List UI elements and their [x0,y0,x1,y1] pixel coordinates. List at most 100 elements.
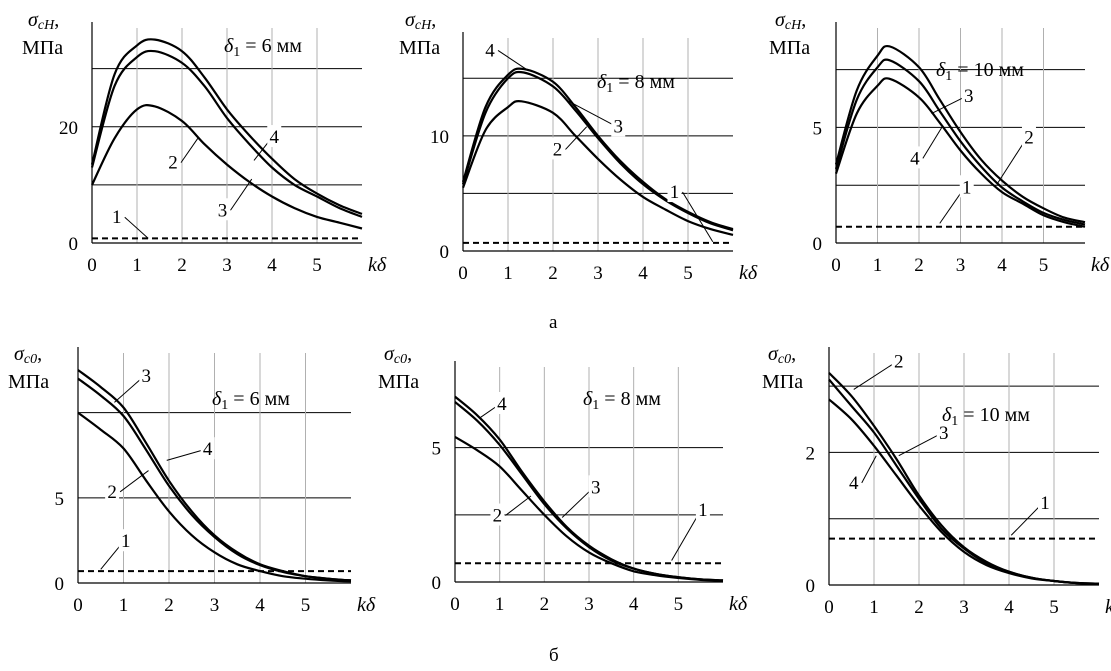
x-axis-label: kδ [739,262,758,284]
x-tick-label: 2 [914,597,924,618]
label-backing [118,529,133,552]
x-tick-label: 1 [119,595,129,616]
series-line-4 [77,377,352,582]
label-leader-line [861,455,877,484]
y-axis-label: σcH, [405,9,436,33]
delta-annotation: δ1 = 10 мм [942,404,1030,429]
label-leader-line [124,216,149,239]
label-backing [611,114,626,137]
series-line-3 [461,70,734,232]
y-tick-label: 5 [55,489,65,510]
y-axis-unit: МПа [8,371,49,393]
x-tick-label: 2 [914,255,924,276]
x-tick-label: 4 [629,594,639,615]
label-backing [936,421,951,444]
curve-label-2: 2 [894,352,904,373]
caption-bottom: б [549,645,559,666]
y-tick-label: 0 [69,234,79,255]
label-leader-line [561,486,595,518]
label-backing [139,363,154,386]
curve-label-3: 3 [939,423,949,444]
label-backing [109,205,124,228]
curve-label-2: 2 [1024,128,1034,149]
series-line-2 [90,49,363,218]
x-tick-label: 1 [869,597,879,618]
label-leader-line [1010,502,1044,536]
x-tick-label: 4 [638,263,648,284]
curve-label-3: 3 [591,477,601,498]
label-leader-line [931,95,968,114]
label-backing [490,503,505,526]
curve-label-2: 2 [493,506,503,527]
caption-top: а [549,312,558,333]
series-line-2 [461,99,734,236]
y-axis-label: σcH, [775,9,806,33]
x-tick-label: 5 [1049,597,1059,618]
curve-label-4: 4 [849,473,859,494]
y-axis-label: σc0, [768,343,796,367]
label-leader-line [180,138,199,163]
label-leader-line [898,432,942,457]
x-tick-label: 4 [997,255,1007,276]
series-line-2 [828,372,1100,585]
series-line-2 [77,411,352,583]
label-backing [483,38,497,61]
label-backing [1038,490,1052,513]
curve-label-4: 4 [203,439,213,460]
chart-panel-2: 0 1 2 3 4 5 kδ 0 10 σcH, МПа δ1 = 8 мм 4 3 2 1 [399,9,758,284]
label-backing [846,470,861,493]
x-tick-label: 5 [683,263,693,284]
y-axis-unit: МПа [22,37,63,59]
series-line-4 [90,38,363,215]
label-backing [215,198,230,221]
delta-annotation: δ1 = 10 мм [936,59,1024,84]
x-tick-label: 3 [210,595,220,616]
x-tick-label: 2 [548,263,558,284]
chart-panel-4: 0 1 2 3 4 5 kδ 0 5 σc0, МПа δ1 = 6 мм 3 4 2 1 [8,343,376,616]
curve-label-4: 4 [270,127,280,148]
x-tick-label: 2 [164,595,174,616]
label-backing [200,437,215,460]
y-tick-label: 0 [813,234,823,255]
y-tick-label: 5 [813,118,823,139]
x-tick-label: 0 [824,597,834,618]
x-tick-label: 4 [255,595,265,616]
x-tick-label: 2 [540,594,550,615]
series-line-4 [834,77,1086,228]
delta-annotation: δ1 = 6 мм [224,35,302,60]
label-backing [891,349,906,372]
x-tick-label: 3 [593,263,603,284]
y-tick-label: 0 [806,576,816,597]
chart-panel-1: 0 1 2 3 4 5 kδ 0 20 σcH, МПа δ1 = 6 мм 1 2 3 4 [22,9,387,276]
label-leader-line [497,50,527,70]
y-tick-label: 5 [432,439,442,460]
x-axis-label: kδ [1105,596,1111,618]
x-tick-label: 5 [674,594,684,615]
x-tick-label: 0 [831,255,841,276]
label-leader-line [119,470,149,493]
x-tick-label: 1 [503,263,513,284]
label-backing [550,137,565,160]
label-leader-line [230,178,253,211]
x-tick-label: 5 [301,595,311,616]
curve-label-2: 2 [168,153,178,174]
delta-annotation: δ1 = 6 мм [212,388,290,413]
x-tick-label: 1 [873,255,883,276]
curve-label-2: 2 [107,482,117,503]
label-leader-line [568,100,617,127]
x-axis-label: kδ [357,594,376,616]
y-tick-label: 0 [432,573,442,594]
y-axis-unit: МПа [378,371,419,393]
x-tick-label: 5 [1039,255,1049,276]
series-line-3 [91,103,363,230]
curve-label-3: 3 [614,116,624,137]
x-axis-label: kδ [729,593,748,615]
curve-label-3: 3 [964,86,974,107]
x-tick-label: 0 [87,255,97,276]
y-axis-unit: МПа [769,37,810,59]
x-tick-label: 3 [959,597,969,618]
y-axis-unit: МПа [762,371,803,393]
label-leader-line [853,361,898,390]
curve-label-3: 3 [218,200,228,221]
